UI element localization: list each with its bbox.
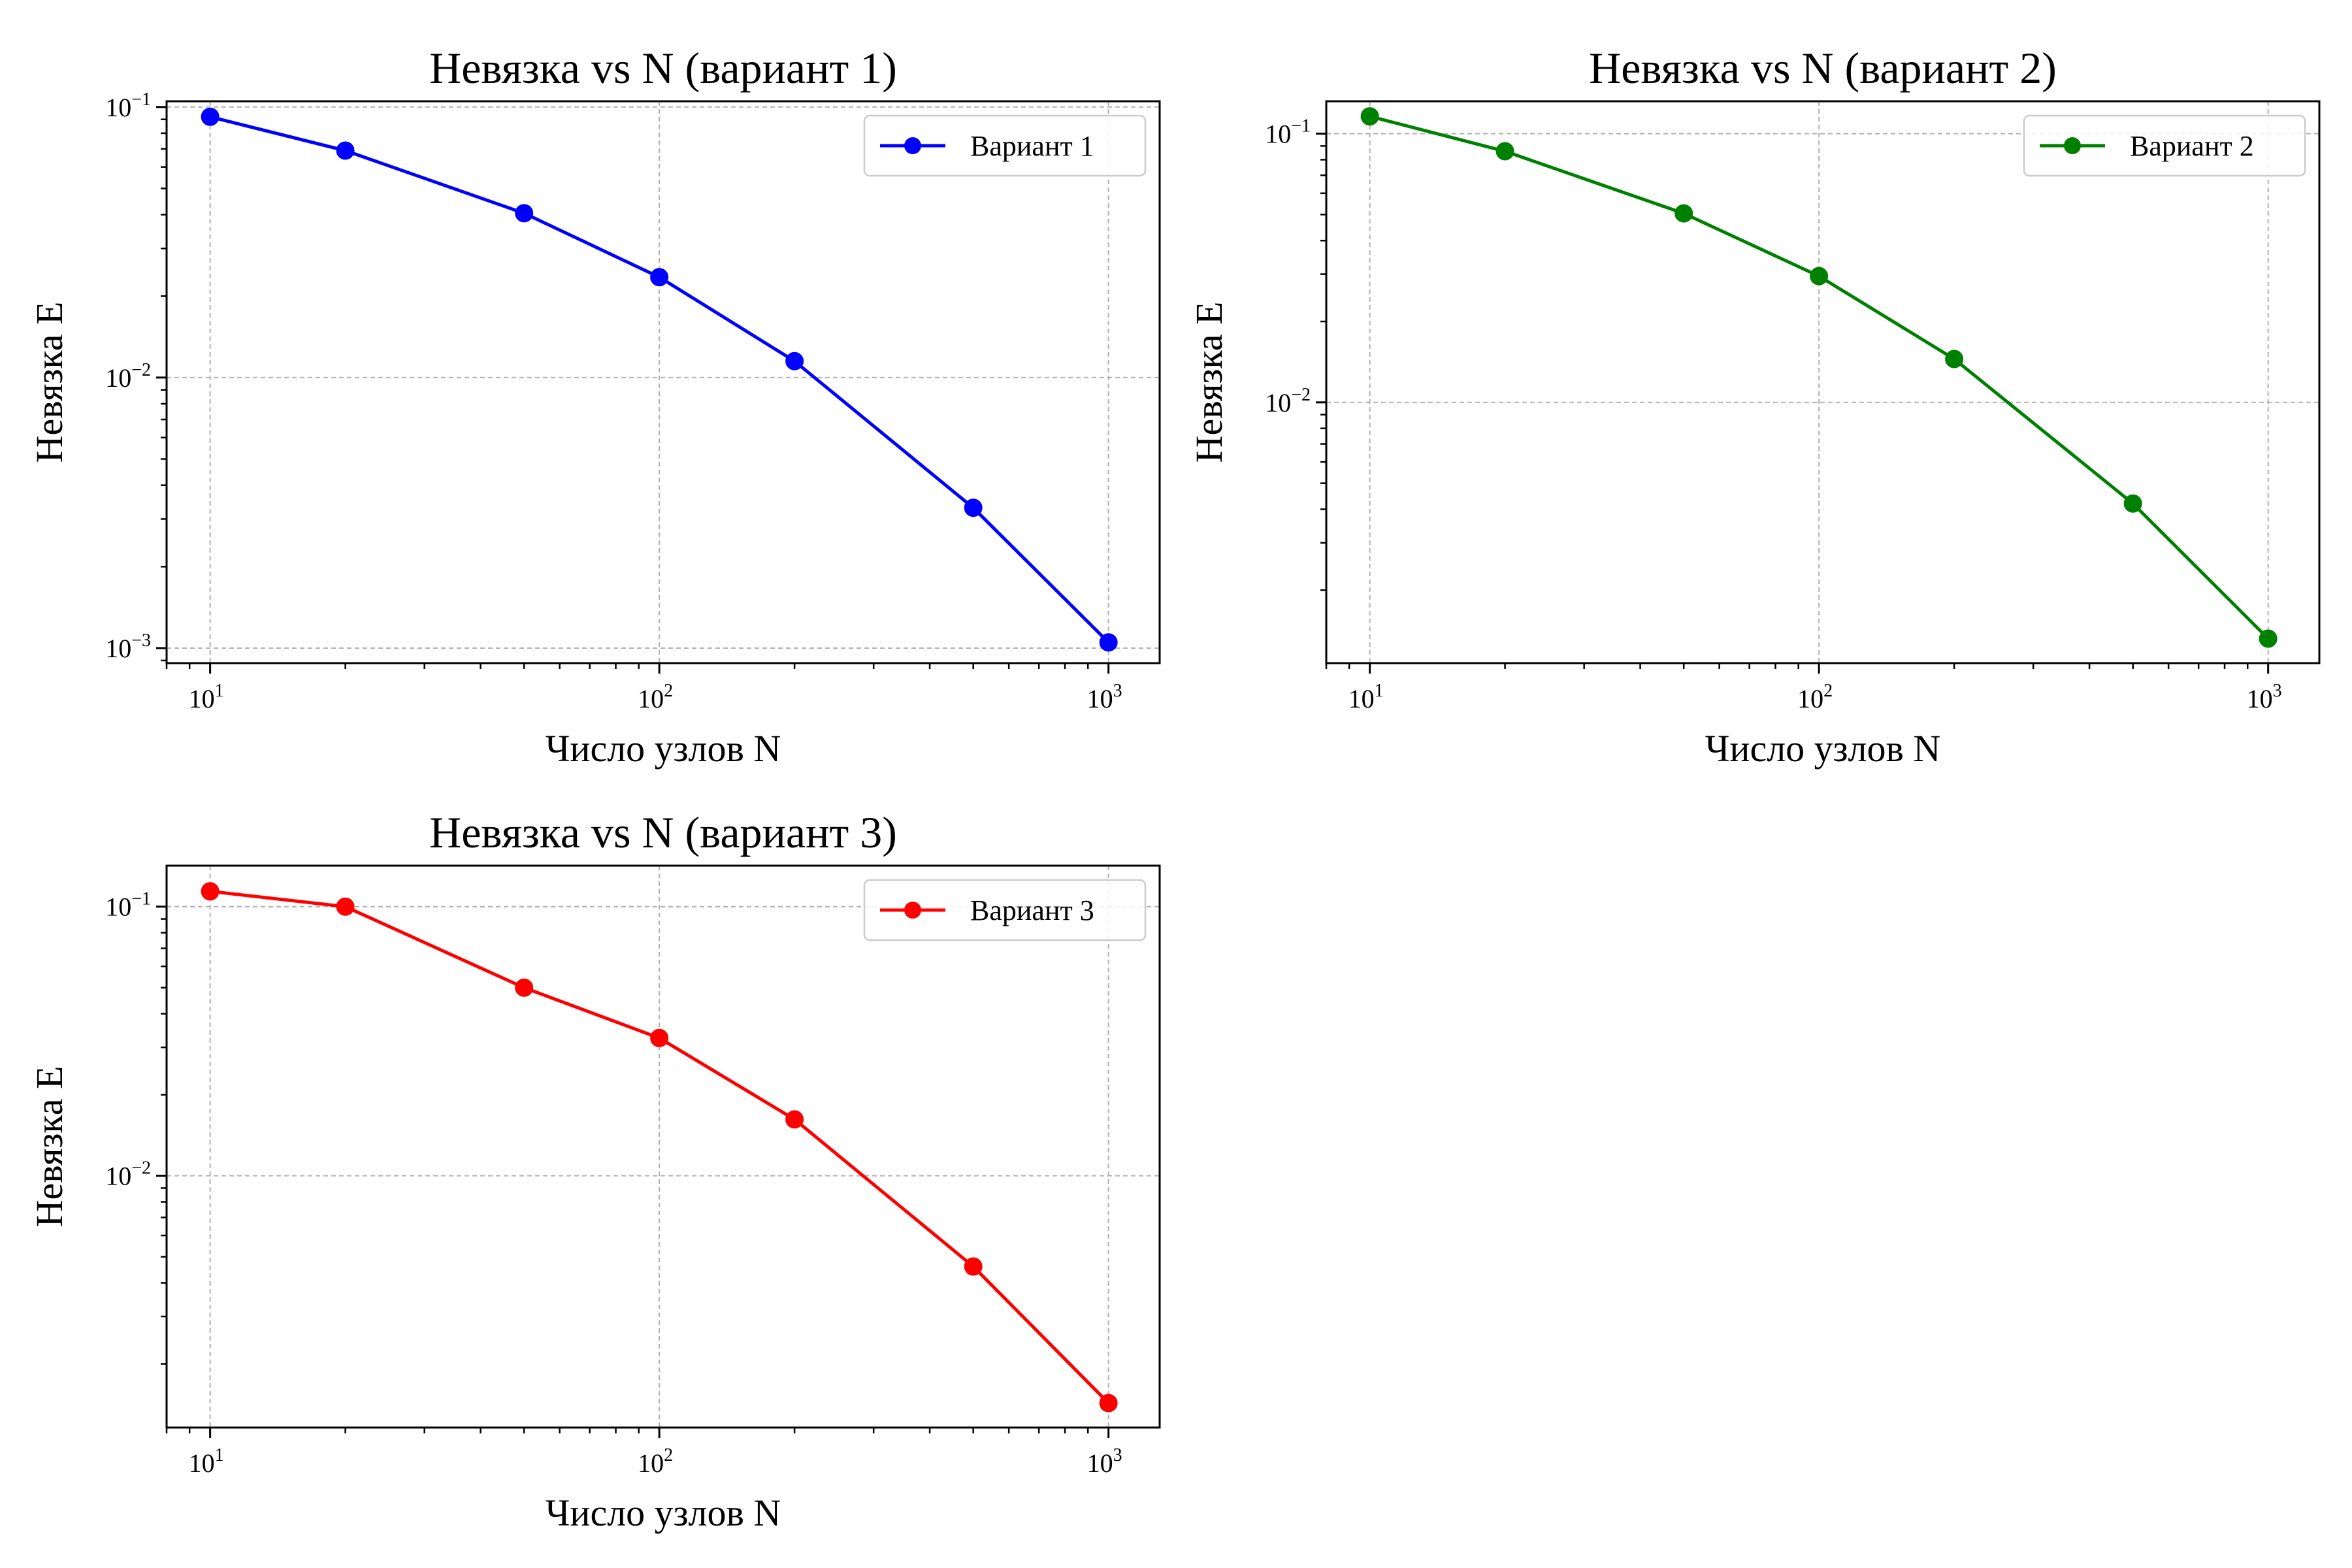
data-point	[515, 979, 532, 996]
x-tick-label: 101	[189, 681, 224, 713]
x-tick-label: 101	[189, 1445, 224, 1478]
data-point	[651, 269, 668, 286]
data-point	[786, 353, 803, 370]
data-point	[651, 1030, 668, 1047]
chart-panel-1: 101 102 103 10−1 10−2 10−3 Невязка vs N (вариа…	[28, 43, 1160, 770]
data-point	[965, 1258, 982, 1275]
x-tick-label: 102	[1797, 681, 1833, 713]
chart-title: Невязка vs N (вариант 1)	[429, 43, 897, 93]
data-point	[786, 1111, 803, 1128]
legend-label: Вариант 2	[2130, 130, 2254, 162]
y-axis-label: Невязка E	[28, 1066, 71, 1228]
x-axis-label: Число узлов N	[1705, 727, 1941, 770]
y-tick-label: 10−2	[105, 360, 151, 393]
x-tick-label: 102	[638, 681, 673, 713]
plot-frame	[167, 866, 1160, 1428]
data-point	[1100, 634, 1117, 651]
chart-title: Невязка vs N (вариант 3)	[429, 808, 897, 857]
y-tick-label: 10−1	[1265, 116, 1311, 149]
data-point	[1675, 205, 1692, 222]
y-tick-label: 10−2	[105, 1158, 151, 1191]
chart-panel-2: 101 102 103 10−1 10−2 Невязка vs N (вариант 2…	[1188, 43, 2319, 770]
data-point	[202, 883, 219, 900]
chart-title: Невязка vs N (вариант 2)	[1589, 43, 2057, 93]
data-point	[337, 142, 354, 159]
y-tick-label: 10−1	[105, 90, 151, 122]
x-axis-label: Число узлов N	[546, 727, 781, 770]
legend: Вариант 3	[864, 880, 1145, 940]
legend: Вариант 1	[864, 116, 1145, 176]
legend-marker	[904, 137, 921, 154]
plot-frame	[167, 101, 1160, 663]
data-point	[965, 499, 982, 516]
data-point	[1362, 108, 1379, 125]
data-point	[1100, 1395, 1117, 1412]
y-tick-label: 10−3	[105, 630, 151, 663]
y-axis-label: Невязка E	[28, 302, 71, 463]
data-point	[515, 204, 532, 221]
x-tick-label: 103	[1087, 1445, 1122, 1478]
data-point	[337, 898, 354, 915]
data-point	[2125, 495, 2142, 512]
legend-marker	[2064, 137, 2081, 154]
data-point	[1810, 268, 1827, 285]
data-point	[1497, 143, 1514, 160]
x-axis-label: Число узлов N	[546, 1492, 781, 1534]
legend-marker	[904, 902, 921, 919]
chart-panel-3: 101 102 103 10−1 10−2 Невязка vs N (вариант 3…	[28, 808, 1160, 1534]
y-tick-label: 10−2	[1265, 385, 1311, 417]
x-tick-label: 102	[638, 1445, 673, 1478]
data-point	[2260, 630, 2277, 647]
plot-frame	[1326, 101, 2319, 663]
data-point	[202, 108, 219, 125]
x-tick-label: 103	[1087, 681, 1122, 713]
y-tick-label: 10−1	[105, 889, 151, 922]
x-tick-label: 101	[1348, 681, 1384, 713]
y-axis-label: Невязка E	[1188, 302, 1230, 463]
legend-label: Вариант 3	[970, 894, 1094, 926]
x-tick-label: 103	[2247, 681, 2282, 713]
legend-label: Вариант 1	[970, 130, 1094, 162]
legend: Вариант 2	[2024, 116, 2305, 176]
data-point	[1946, 350, 1963, 367]
